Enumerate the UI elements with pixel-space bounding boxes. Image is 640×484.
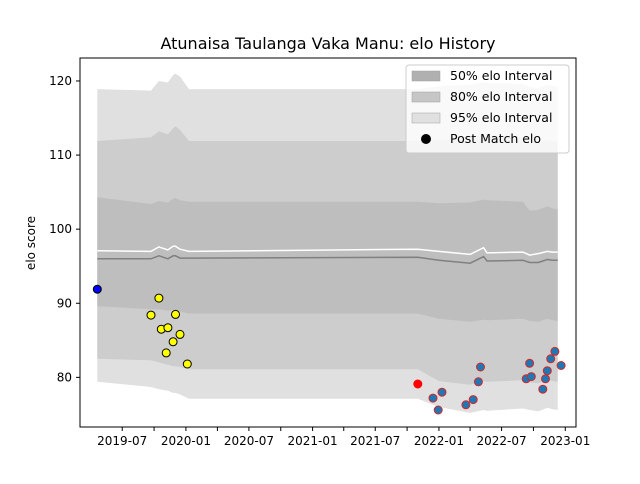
data-point-2-0 (413, 379, 423, 389)
data-point-1-5 (168, 337, 178, 347)
x-tick-label: 2023-01 (540, 434, 590, 448)
x-tick-label: 2020-07 (224, 434, 274, 448)
legend-swatch-0 (411, 70, 441, 82)
y-tick-label: 110 (49, 148, 72, 162)
x-tick-label: 2019-07 (97, 434, 147, 448)
plot-frame (79, 57, 577, 428)
data-point-3-0 (428, 393, 438, 403)
band-50 (97, 197, 558, 322)
legend-swatch-2 (411, 112, 441, 124)
data-point-1-8 (182, 359, 192, 369)
x-tick-label: 2021-07 (350, 434, 400, 448)
mean-line (97, 245, 558, 256)
data-point-3-13 (546, 354, 556, 364)
legend-label-3: Post Match elo (450, 131, 541, 146)
x-tick-label: 2020-01 (161, 434, 211, 448)
data-point-1-4 (163, 323, 173, 333)
x-tick-label: 2022-01 (414, 434, 464, 448)
legend-label-1: 80% elo Interval (450, 89, 552, 104)
data-point-3-3 (461, 400, 471, 410)
axes: 2019-07 2020-01 2020-07 2021-01 2021-07 2022-… (49, 57, 590, 448)
y-tick-label: 90 (57, 296, 72, 310)
data-point-3-12 (542, 366, 552, 376)
data-point-3-4 (468, 395, 478, 405)
y-tick-label: 100 (49, 222, 72, 236)
data-point-1-0 (146, 310, 156, 320)
data-point-3-8 (525, 358, 535, 368)
plot-area (92, 73, 566, 415)
x-tick-label: 2021-01 (288, 434, 338, 448)
data-point-3-11 (541, 374, 550, 384)
y-tick-label: 80 (57, 370, 72, 384)
data-point-3-10 (538, 384, 548, 394)
x-tick-label: 2022-07 (477, 434, 527, 448)
y-axis-label: elo score (24, 216, 38, 270)
data-point-1-1 (154, 293, 164, 303)
legend: 50% elo Interval 80% elo Interval 95% elo … (405, 64, 570, 154)
legend-swatch-1 (411, 91, 441, 103)
legend-label-2: 95% elo Interval (450, 110, 552, 125)
data-point-1-3 (161, 348, 171, 358)
data-point-3-5 (473, 377, 483, 387)
data-point-0-0 (92, 284, 102, 294)
data-point-3-9 (526, 372, 536, 382)
data-point-1-6 (171, 309, 180, 319)
median-line (97, 255, 558, 264)
legend-marker-3 (421, 134, 431, 144)
data-point-3-14 (550, 346, 560, 356)
y-tick-label: 120 (49, 74, 72, 88)
data-point-3-2 (437, 387, 447, 397)
data-point-3-15 (556, 361, 566, 370)
legend-box (405, 64, 570, 154)
legend-label-0: 50% elo Interval (450, 68, 552, 83)
data-point-3-1 (433, 405, 443, 415)
data-point-3-6 (476, 362, 485, 372)
chart-title: Atunaisa Taulanga Vaka Manu: elo History (160, 34, 495, 53)
data-point-1-7 (175, 329, 185, 339)
